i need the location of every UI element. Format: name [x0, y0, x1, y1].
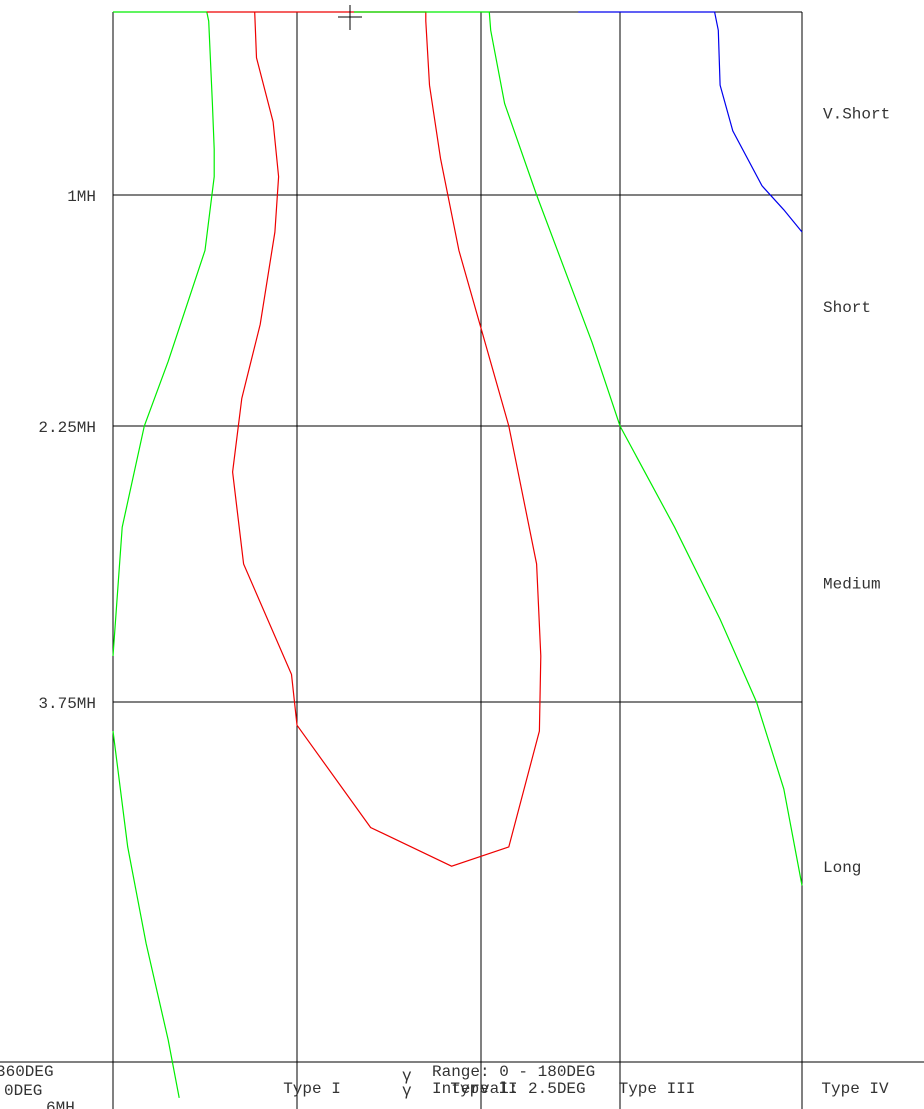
gamma-symbol-2: γ	[402, 1082, 412, 1100]
x-category-label-1: Type II	[450, 1080, 517, 1098]
bottom-left-line2: 0DEG	[4, 1082, 42, 1100]
row-label-1: Short	[823, 299, 871, 317]
series-layer	[112, 11, 803, 1099]
series-line-3	[354, 11, 803, 886]
bottom-text-layer: 360DEG 0DEG 6MH γ γ Range: 0 - 180DEG In…	[0, 1063, 595, 1109]
range-text: Range: 0 - 180DEG	[432, 1063, 595, 1081]
label-layer: 1MH 2.25MH 3.75MH V.Short Short Medium Long Typ…	[38, 106, 890, 1098]
x-category-label-3: Type IV	[821, 1080, 889, 1098]
row-label-3: Long	[823, 859, 861, 877]
series-line-4	[578, 11, 803, 233]
crosshair-cursor	[338, 5, 362, 30]
bottom-left-line3: 6MH	[46, 1099, 75, 1109]
grid-layer	[0, 11, 924, 1109]
y-tick-label-0: 1MH	[67, 188, 96, 206]
y-tick-label-1: 2.25MH	[38, 419, 96, 437]
series-line-1	[112, 730, 180, 1099]
x-category-label-2: Type III	[619, 1080, 696, 1098]
x-category-label-0: Type I	[283, 1080, 341, 1098]
row-label-2: Medium	[823, 575, 881, 593]
bottom-left-line1: 360DEG	[0, 1063, 54, 1081]
series-line-2	[206, 11, 542, 867]
series-line-0	[112, 11, 215, 657]
interval-text: Interval: 2.5DEG	[432, 1080, 586, 1098]
row-label-0: V.Short	[823, 106, 890, 124]
y-tick-label-2: 3.75MH	[38, 695, 96, 713]
gamma-symbol-1: γ	[402, 1067, 412, 1085]
